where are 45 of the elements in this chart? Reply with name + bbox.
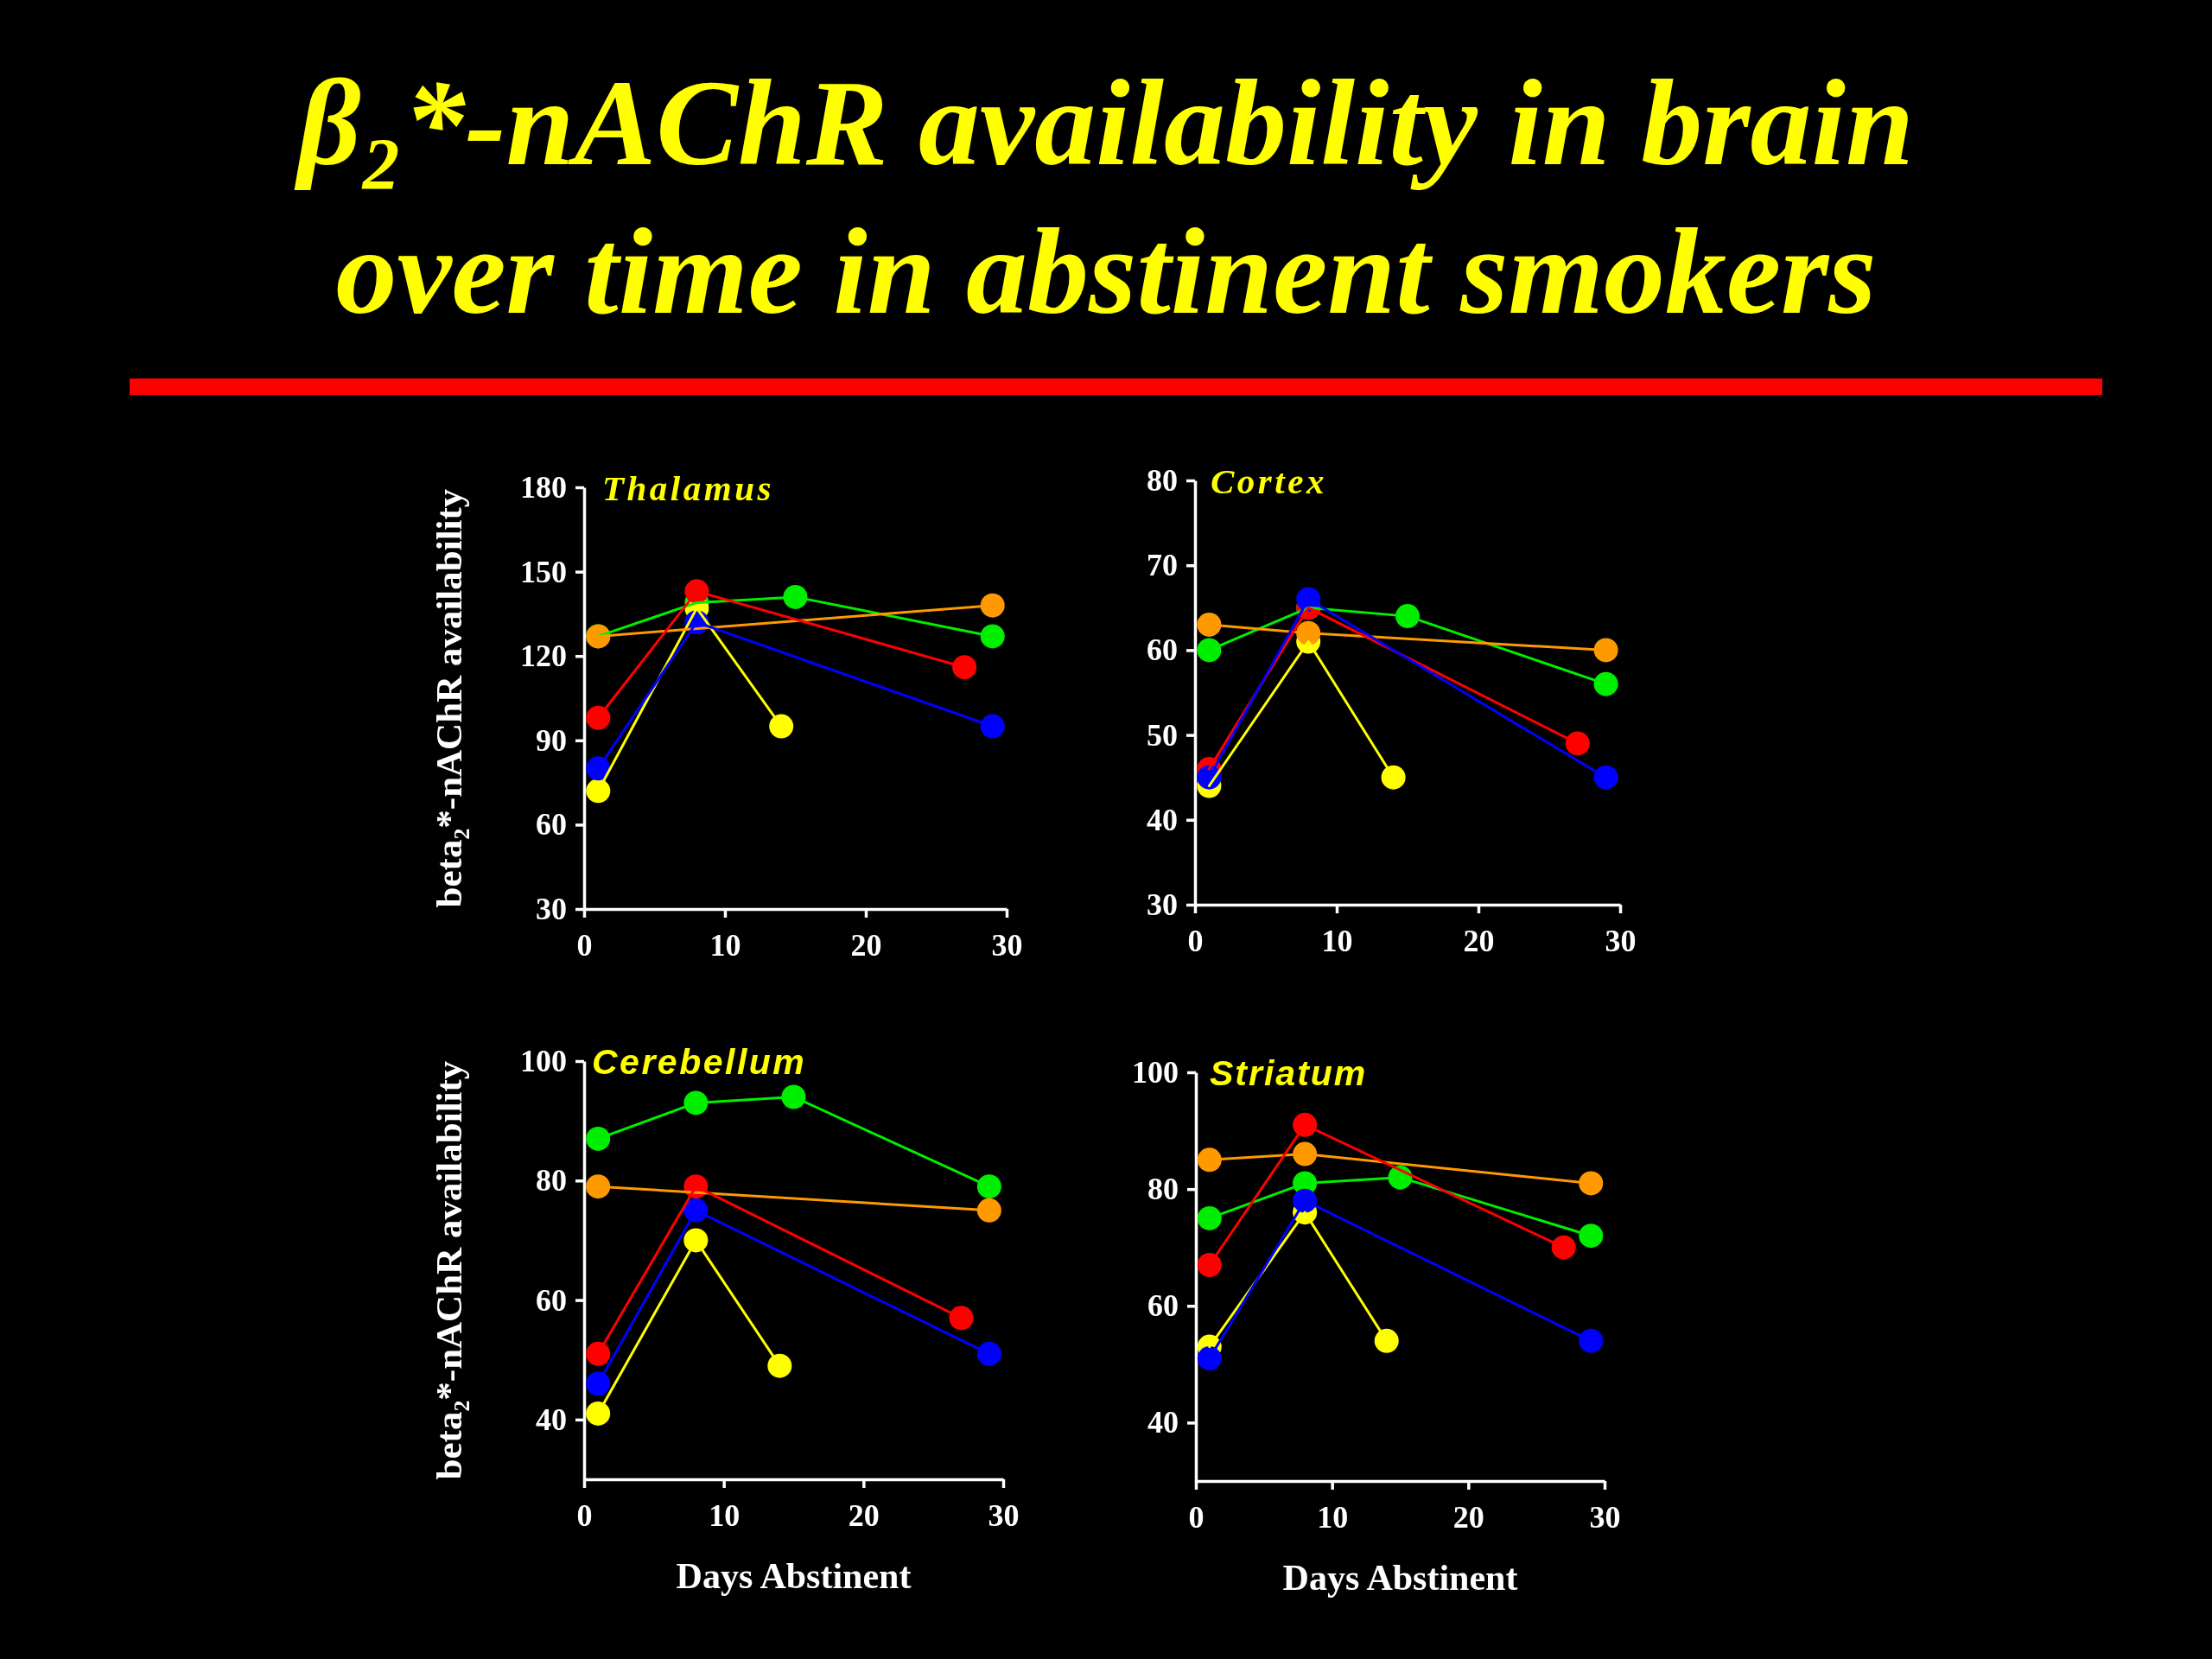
y-tick-label: 120 <box>520 639 567 674</box>
chart-title: Cerebellum <box>592 1042 807 1082</box>
x-tick-label: 30 <box>988 1497 1020 1533</box>
y-axis-title: beta₂*-nAChR availability <box>429 488 469 908</box>
y-tick-label: 30 <box>536 892 567 927</box>
chart-title: Cortex <box>1211 461 1327 501</box>
x-tick-label: 30 <box>1605 923 1637 958</box>
y-tick-label: 70 <box>1147 548 1178 583</box>
y-tick-label: 80 <box>536 1163 567 1198</box>
y-tick-label: 40 <box>1147 802 1178 837</box>
y-tick-label: 100 <box>520 1044 567 1079</box>
x-tick-label: 0 <box>1187 923 1204 958</box>
x-tick-label: 10 <box>1317 1499 1349 1535</box>
x-tick-label: 20 <box>848 1497 880 1533</box>
y-tick-label: 40 <box>1147 1405 1179 1440</box>
x-tick-label: 20 <box>850 927 882 963</box>
y-tick-label: 80 <box>1147 1172 1179 1207</box>
y-tick-label: 90 <box>536 722 567 758</box>
x-axis-title: Days Abstinent <box>1282 1558 1518 1598</box>
y-tick-label: 80 <box>1147 463 1178 499</box>
x-tick-label: 0 <box>576 1497 593 1533</box>
y-axis-title: beta₂*-nAChR availability <box>429 1060 469 1480</box>
y-tick-label: 100 <box>1132 1055 1179 1090</box>
x-tick-label: 0 <box>576 927 593 963</box>
x-tick-label: 0 <box>1188 1499 1205 1535</box>
y-tick-label: 60 <box>1147 632 1178 668</box>
chart-title: Thalamus <box>602 468 774 508</box>
y-tick-label: 150 <box>520 554 567 589</box>
text: β₂*-nAChR availability in brain over time in abstinent smokers <box>294 54 1914 340</box>
x-tick-label: 30 <box>1589 1499 1621 1535</box>
y-tick-label: 60 <box>536 1282 567 1318</box>
x-tick-label: 20 <box>1463 923 1495 958</box>
y-tick-label: 30 <box>1147 887 1178 923</box>
x-tick-label: 10 <box>1321 923 1353 958</box>
chart-title: Striatum <box>1210 1053 1368 1093</box>
x-tick-label: 10 <box>709 1497 741 1533</box>
x-tick-label: 20 <box>1452 1499 1484 1535</box>
y-tick-label: 180 <box>520 470 567 505</box>
y-tick-label: 40 <box>536 1402 567 1437</box>
y-tick-label: 60 <box>536 807 567 842</box>
x-axis-title: Days Abstinent <box>676 1556 912 1596</box>
y-tick-label: 60 <box>1147 1288 1179 1324</box>
x-tick-label: 10 <box>709 927 741 963</box>
x-tick-label: 30 <box>991 927 1023 963</box>
y-tick-label: 50 <box>1147 717 1178 753</box>
